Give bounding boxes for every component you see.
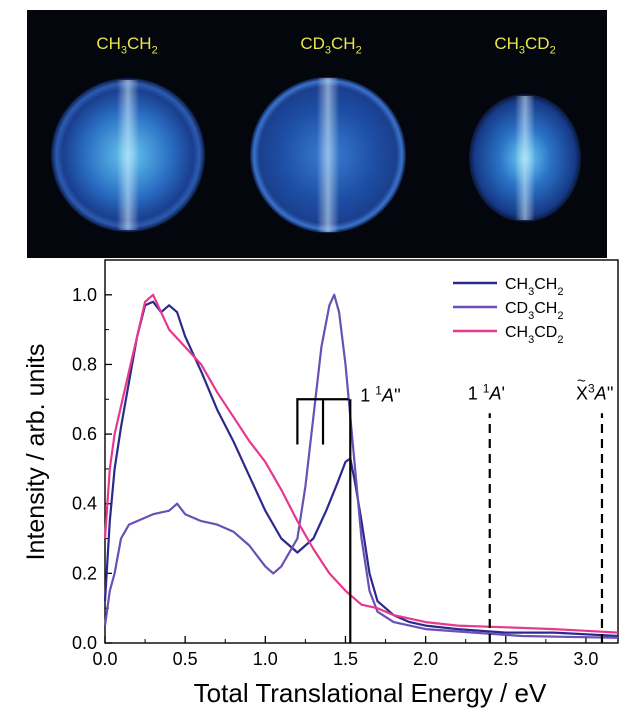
image-stripe-ch3ch2: [117, 80, 139, 230]
annotation-label-a1p: 1 1A': [468, 381, 505, 403]
state-annotations: 1 1A'' 1 1A' X3A''~: [296, 372, 614, 643]
x-tick-label: 0.5: [173, 649, 198, 669]
x-tick-label: 0.0: [92, 649, 117, 669]
image-label-ch3ch2: CH3CH2: [96, 34, 158, 57]
series-line-ch3ch2: [103, 300, 619, 638]
y-tick-label: 0.8: [72, 354, 97, 374]
x-tick-label: 1.0: [253, 649, 278, 669]
image-label-ch3cd2: CH3CD2: [494, 34, 556, 57]
y-axis-ticks: 0.0 0.2 0.4 0.6 0.8 1.0: [72, 259, 112, 653]
x-tick-label: 3.0: [573, 649, 598, 669]
x-tick-label: 1.5: [333, 649, 358, 669]
x-tick-label: 2.5: [493, 649, 518, 669]
y-tick-label: 0.6: [72, 424, 97, 444]
y-tick-label: 1.0: [72, 285, 97, 305]
image-discs: [51, 77, 581, 233]
tilde-mark: ~: [577, 372, 586, 389]
series-lines: [103, 293, 619, 639]
series-line-cd3ch2: [103, 293, 619, 639]
legend-label-cd3ch2: CD3CH2: [505, 300, 563, 322]
y-tick-label: 0.4: [72, 494, 97, 514]
legend-label-ch3ch2: CH3CH2: [505, 276, 563, 298]
series-line-ch3cd2: [103, 293, 619, 634]
x-axis-label: Total Translational Energy / eV: [194, 678, 547, 708]
velocity-map-images: CH3CH2 CD3CH2 CH3CD2: [27, 10, 607, 258]
y-tick-label: 0.0: [72, 633, 97, 653]
x-axis-ticks: 0.0 0.5 1.0 1.5 2.0 2.5 3.0: [92, 636, 598, 669]
plot-frame: [104, 259, 619, 644]
image-label-cd3ch2: CD3CH2: [300, 34, 362, 57]
x-tick-label: 2.0: [413, 649, 438, 669]
annotation-label-x3app: X3A'': [576, 381, 614, 403]
y-axis-label: Intensity / arb. units: [22, 344, 50, 561]
image-stripe-ch3cd2: [515, 96, 535, 220]
vibrational-bracket: [296, 398, 349, 445]
image-stripe-cd3ch2: [317, 78, 339, 232]
annotation-label-a2pp: 1 1A'': [360, 383, 401, 405]
legend-label-ch3cd2: CH3CD2: [505, 324, 563, 346]
y-tick-label: 0.2: [72, 563, 97, 583]
